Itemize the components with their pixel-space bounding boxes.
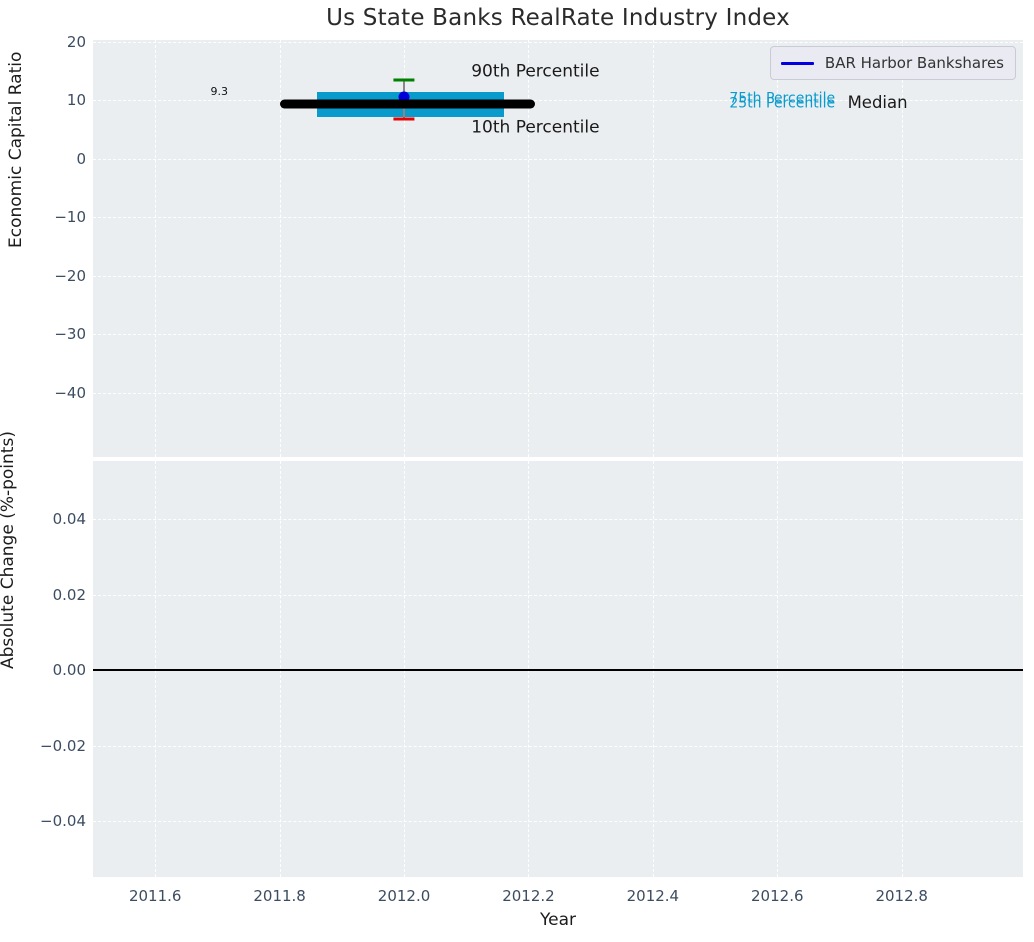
whisker-cap-90th	[393, 79, 414, 82]
x-tick-label: 2012.2	[502, 887, 555, 905]
figure: Us State Banks RealRate Industry Index E…	[0, 0, 1034, 942]
whisker-cap-10th	[393, 117, 414, 120]
annotation: 25th Percentile	[729, 95, 835, 111]
zero-line	[93, 669, 1023, 671]
y-tick-label: −30	[0, 325, 86, 343]
y-tick-label: −10	[0, 208, 86, 226]
gridline-horizontal	[93, 821, 1023, 822]
annotation: Median	[848, 93, 908, 112]
x-tick-label: 2012.6	[751, 887, 804, 905]
y-tick-label: −40	[0, 384, 86, 402]
x-tick-label: 2012.4	[627, 887, 680, 905]
gridline-horizontal	[93, 159, 1023, 160]
gridline-horizontal	[93, 217, 1023, 218]
legend: BAR Harbor Bankshares	[770, 46, 1016, 80]
x-axis-label: Year	[93, 910, 1023, 930]
gridline-horizontal	[93, 276, 1023, 277]
y-tick-label: 0.02	[0, 586, 86, 604]
gridline-horizontal	[93, 393, 1023, 394]
y-tick-label: 0	[0, 150, 86, 168]
y-tick-label: −0.04	[0, 812, 86, 830]
gridline-horizontal	[93, 595, 1023, 596]
legend-line-sample	[781, 62, 814, 65]
annotation: 10th Percentile	[471, 118, 599, 138]
bottom-plot-area	[93, 461, 1023, 877]
y-tick-label: 10	[0, 91, 86, 109]
y-tick-label: −20	[0, 267, 86, 285]
gridline-vertical	[653, 40, 654, 457]
gridline-vertical	[155, 40, 156, 457]
gridline-horizontal	[93, 519, 1023, 520]
bottom-y-axis-label: Absolute Change (%-points)	[0, 431, 18, 669]
x-tick-label: 2012.8	[875, 887, 928, 905]
top-plot-area: BAR Harbor Bankshares 9.3 90th Percentile…	[93, 40, 1023, 457]
x-tick-label: 2011.6	[129, 887, 182, 905]
gridline-horizontal	[93, 42, 1023, 43]
y-tick-label: 0.00	[0, 661, 86, 679]
x-tick-label: 2011.8	[253, 887, 306, 905]
x-tick-label: 2012.0	[378, 887, 431, 905]
y-tick-label: −0.02	[0, 737, 86, 755]
legend-label: BAR Harbor Bankshares	[825, 54, 1004, 72]
y-tick-label: 20	[0, 33, 86, 51]
annotation: 90th Percentile	[471, 62, 599, 82]
gridline-horizontal	[93, 746, 1023, 747]
gridline-horizontal	[93, 334, 1023, 335]
chart-title: Us State Banks RealRate Industry Index	[93, 5, 1023, 31]
annotation: 9.3	[211, 85, 229, 98]
y-tick-label: 0.04	[0, 510, 86, 528]
median-line	[280, 100, 535, 109]
